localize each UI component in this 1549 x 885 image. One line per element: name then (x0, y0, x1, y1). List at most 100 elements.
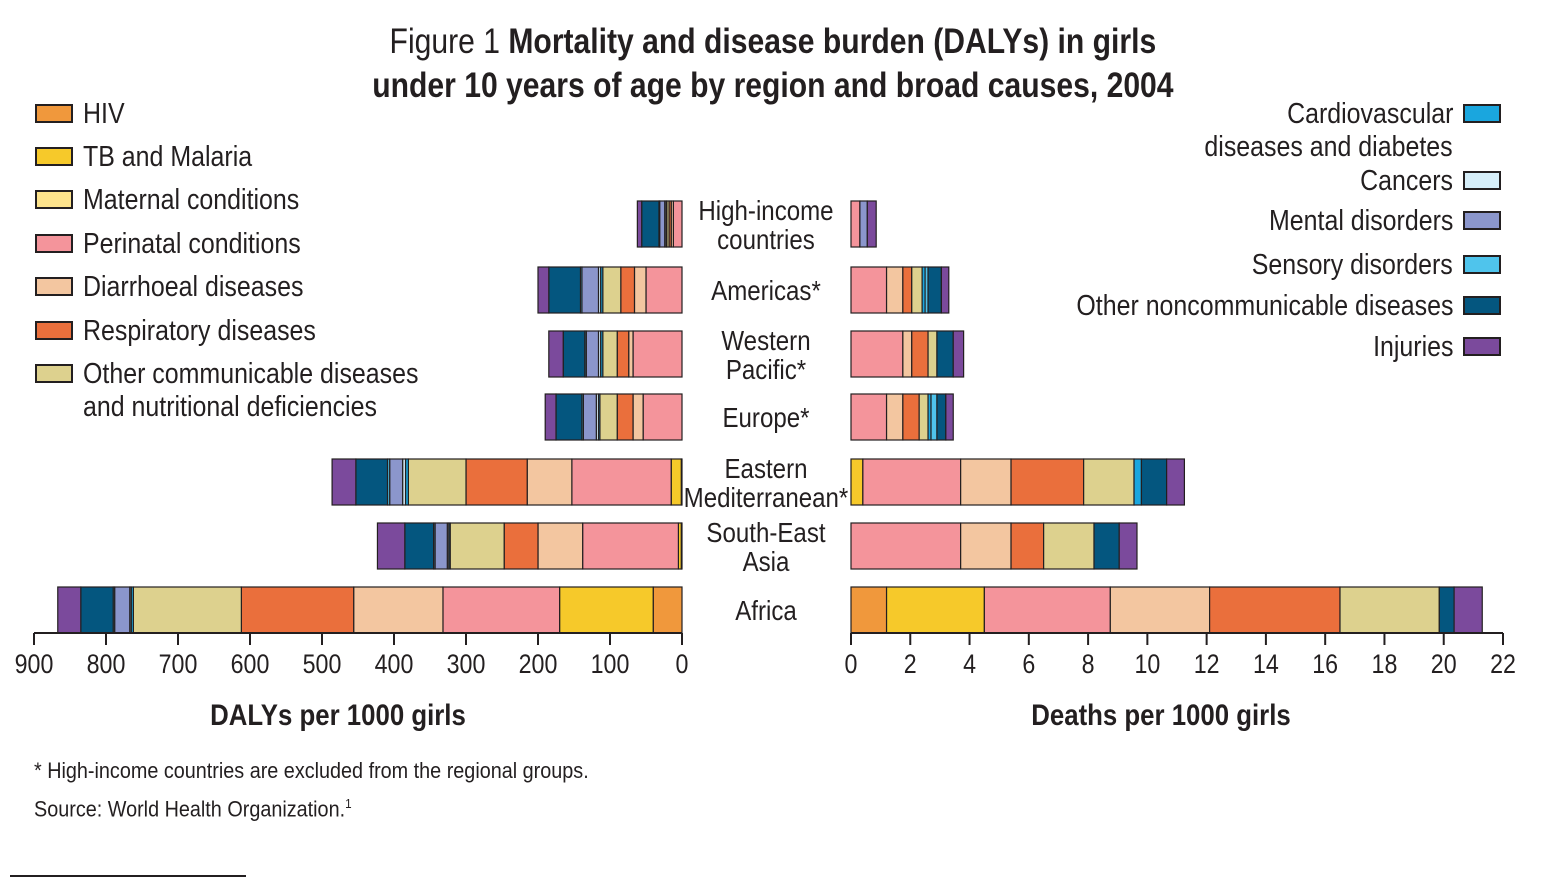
legend-swatch-injuries (1463, 337, 1501, 356)
deaths-bar-high-income-countries-mental-disorders (859, 200, 868, 248)
deaths-bar-eastern-mediterranean-respiratory-diseases (1010, 458, 1085, 506)
deaths-tick-label: 10 (1134, 649, 1160, 679)
legend-label-cardiovascular-2: diseases and diabetes (1204, 131, 1453, 163)
deaths-bar-western-pacific-perinatal-conditions (850, 330, 904, 378)
deaths-tick-label: 18 (1372, 649, 1398, 679)
dalys-bar-south-east-asia-respiratory-diseases (503, 522, 539, 570)
region-label-south-east-asia: Asia (743, 545, 790, 577)
dalys-bar-south-east-asia-perinatal-conditions (582, 522, 680, 570)
deaths-bar-south-east-asia-injuries (1118, 522, 1138, 570)
legend-label-other-communicable-2: and nutritional deficiencies (83, 391, 377, 423)
dalys-bar-eastern-mediterranean-tb-and-malaria (670, 458, 682, 506)
footnote-source-text: Source: World Health Organization. (34, 796, 346, 822)
deaths-bar-europe-respiratory-diseases (902, 393, 920, 441)
deaths-bar-africa-hiv (850, 586, 888, 634)
deaths-bar-south-east-asia-diarrhoeal-diseases (960, 522, 1012, 570)
deaths-bar-europe-other-communicable-diseases-and-nutritional-deficiencies (918, 393, 929, 441)
deaths-bar-western-pacific-injuries (952, 330, 965, 378)
deaths-bar-americas-perinatal-conditions (850, 266, 888, 314)
legend-label-injuries: Injuries (1372, 331, 1453, 363)
legend-label-respiratory: Respiratory diseases (83, 315, 316, 347)
legend-label-maternal: Maternal conditions (83, 184, 300, 216)
deaths-bar-south-east-asia-other-noncommunicable-diseases (1093, 522, 1120, 570)
legend-swatch-mental (1463, 211, 1501, 230)
dalys-bar-south-east-asia-other-communicable-diseases-and-nutritional-deficiencies (449, 522, 505, 570)
legend-label-mental: Mental disorders (1268, 205, 1453, 237)
deaths-bar-americas-respiratory-diseases (902, 266, 913, 314)
dalys-bar-western-pacific-injuries (548, 330, 564, 378)
dalys-bar-africa-hiv (652, 586, 683, 634)
region-label-western-pacific: Western (721, 324, 810, 356)
deaths-bar-eastern-mediterranean-other-communicable-diseases-and-nutritional-deficiencies (1083, 458, 1135, 506)
legend-label-hiv: HIV (83, 98, 125, 130)
dalys-bar-high-income-countries-perinatal-conditions (672, 200, 683, 248)
legend-swatch-sensory (1463, 255, 1501, 274)
dalys-bar-eastern-mediterranean-respiratory-diseases (465, 458, 528, 506)
deaths-bar-africa-injuries (1453, 586, 1483, 634)
region-label-eastern-mediterranean: Mediterranean* (684, 481, 849, 513)
dalys-tick-label: 300 (447, 649, 486, 679)
dalys-bar-americas-other-noncommunicable-diseases (548, 266, 582, 314)
dalys-bar-americas-mental-disorders (581, 266, 600, 314)
legend-swatch-perinatal (35, 234, 73, 253)
deaths-bar-africa-diarrhoeal-diseases (1109, 586, 1211, 634)
chart-title: Figure 1 Mortality and disease burden (D… (107, 20, 1439, 108)
dalys-bar-europe-perinatal-conditions (642, 393, 683, 441)
deaths-bars (850, 200, 1483, 634)
dalys-bar-high-income-countries-injuries (636, 200, 643, 248)
region-label-eastern-mediterranean: Eastern (725, 452, 808, 484)
dalys-bar-western-pacific-diarrhoeal-diseases (628, 330, 634, 378)
dalys-bar-americas-respiratory-diseases (620, 266, 636, 314)
dalys-bar-americas-other-communicable-diseases-and-nutritional-deficiencies (602, 266, 622, 314)
deaths-axis-title: Deaths per 1000 girls (1031, 698, 1290, 731)
dalys-bar-high-income-countries-mental-disorders (659, 200, 666, 248)
legend-swatch-other-noncommunicable (1463, 296, 1501, 315)
deaths-tick-label: 14 (1253, 649, 1279, 679)
region-label-africa: Africa (735, 594, 797, 626)
dalys-bar-eastern-mediterranean-injuries (331, 458, 357, 506)
deaths-tick-label: 12 (1194, 649, 1220, 679)
deaths-bar-western-pacific-other-communicable-diseases-and-nutritional-deficiencies (927, 330, 938, 378)
deaths-tick-label: 4 (963, 649, 976, 679)
deaths-bar-americas-other-noncommunicable-diseases (927, 266, 942, 314)
deaths-tick-label: 16 (1312, 649, 1338, 679)
dalys-bar-eastern-mediterranean-diarrhoeal-diseases (526, 458, 573, 506)
deaths-bar-europe-injuries (945, 393, 954, 441)
dalys-bar-south-east-asia-other-noncommunicable-diseases (404, 522, 435, 570)
dalys-tick-label: 100 (591, 649, 630, 679)
deaths-bar-africa-other-noncommunicable-diseases (1438, 586, 1455, 634)
dalys-bar-africa-tb-and-malaria (558, 586, 654, 634)
dalys-bar-europe-respiratory-diseases (616, 393, 634, 441)
dalys-tick-label: 700 (159, 649, 198, 679)
dalys-bar-western-pacific-other-communicable-diseases-and-nutritional-deficiencies (602, 330, 618, 378)
dalys-axis-title: DALYs per 1000 girls (210, 698, 466, 731)
dalys-tick-label: 500 (303, 649, 342, 679)
dalys-tick-label: 200 (519, 649, 558, 679)
region-label-western-pacific: Pacific* (726, 353, 806, 385)
dalys-bar-africa-diarrhoeal-diseases (353, 586, 444, 634)
deaths-bar-eastern-mediterranean-diarrhoeal-diseases (960, 458, 1012, 506)
deaths-bar-americas-diarrhoeal-diseases (885, 266, 904, 314)
dalys-bar-africa-perinatal-conditions (442, 586, 561, 634)
deaths-bar-europe-diarrhoeal-diseases (885, 393, 904, 441)
dalys-bar-eastern-mediterranean-perinatal-conditions (571, 458, 672, 506)
legend-label-other-communicable: Other communicable diseases (83, 358, 419, 390)
deaths-bar-high-income-countries-injuries (866, 200, 877, 248)
footnote-source: Source: World Health Organization.1 (34, 796, 352, 822)
region-label-high-income-countries: High-income (698, 194, 833, 226)
region-label-high-income-countries: countries (717, 223, 815, 255)
legend-swatch-respiratory (35, 321, 73, 340)
dalys-bar-europe-mental-disorders (582, 393, 597, 441)
deaths-bar-eastern-mediterranean-other-noncommunicable-diseases (1140, 458, 1168, 506)
region-label-south-east-asia: South-East (706, 516, 826, 548)
deaths-bar-africa-respiratory-diseases (1208, 586, 1341, 634)
dalys-tick-label: 0 (676, 649, 689, 679)
region-label-americas: Americas* (711, 274, 821, 306)
dalys-axis: 900 800 700 600 500 400 300 200 100 0 DALYs per 10… (15, 632, 689, 731)
deaths-bar-africa-other-communicable-diseases-and-nutritional-deficiencies (1339, 586, 1440, 634)
dalys-bar-western-pacific-other-noncommunicable-diseases (562, 330, 586, 378)
dalys-bar-eastern-mediterranean-other-noncommunicable-diseases (355, 458, 389, 506)
title-line-2: under 10 years of age by region and broa… (372, 66, 1174, 105)
dalys-tick-label: 900 (15, 649, 54, 679)
